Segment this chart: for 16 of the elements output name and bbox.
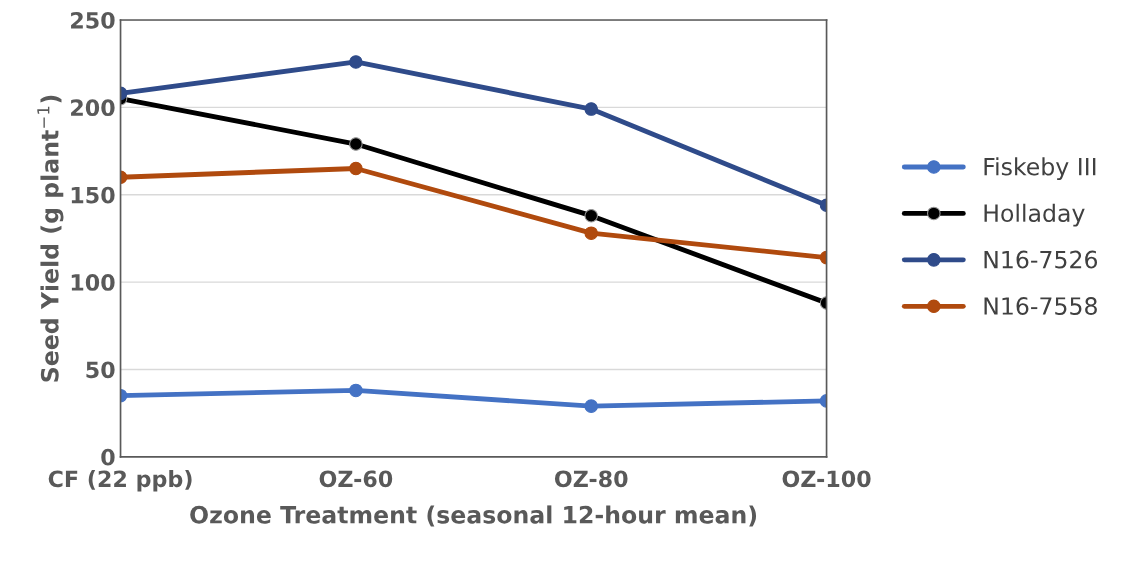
y-axis-title: Seed Yield (g plant$^{−1}$): [37, 95, 64, 382]
x-axis-title: Ozone Treatment (seasonal 12-hour mean): [190, 505, 757, 527]
x-tick-label: OZ-60: [319, 470, 393, 488]
legend-label: Fiskeby III: [984, 157, 1096, 181]
legend-label: N16-7526: [984, 250, 1098, 269]
y-tick-label: 100: [71, 274, 115, 291]
x-tick-label: OZ-80: [554, 470, 628, 488]
y-tick-label: 200: [71, 99, 115, 117]
legend-label: Holladay: [984, 203, 1085, 227]
y-tick-label: 150: [71, 186, 115, 204]
x-tick-label: CF (22 ppb): [48, 469, 192, 492]
legend-label: N16-7558: [984, 297, 1097, 315]
y-tick-label: 50: [86, 361, 115, 379]
x-tick-label: OZ-100: [782, 470, 871, 488]
y-tick-label: 250: [71, 11, 115, 29]
y-tick-label: 0: [101, 448, 115, 466]
